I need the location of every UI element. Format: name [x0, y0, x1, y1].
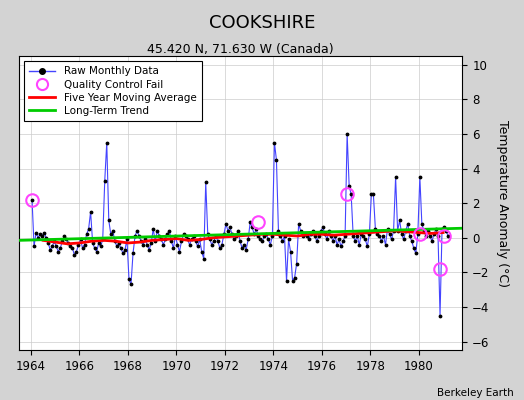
Y-axis label: Temperature Anomaly (°C): Temperature Anomaly (°C) [496, 120, 509, 287]
Text: Berkeley Earth: Berkeley Earth [437, 388, 514, 398]
Text: COOKSHIRE: COOKSHIRE [209, 14, 315, 32]
Title: 45.420 N, 71.630 W (Canada): 45.420 N, 71.630 W (Canada) [147, 43, 334, 56]
Legend: Raw Monthly Data, Quality Control Fail, Five Year Moving Average, Long-Term Tren: Raw Monthly Data, Quality Control Fail, … [24, 61, 202, 121]
